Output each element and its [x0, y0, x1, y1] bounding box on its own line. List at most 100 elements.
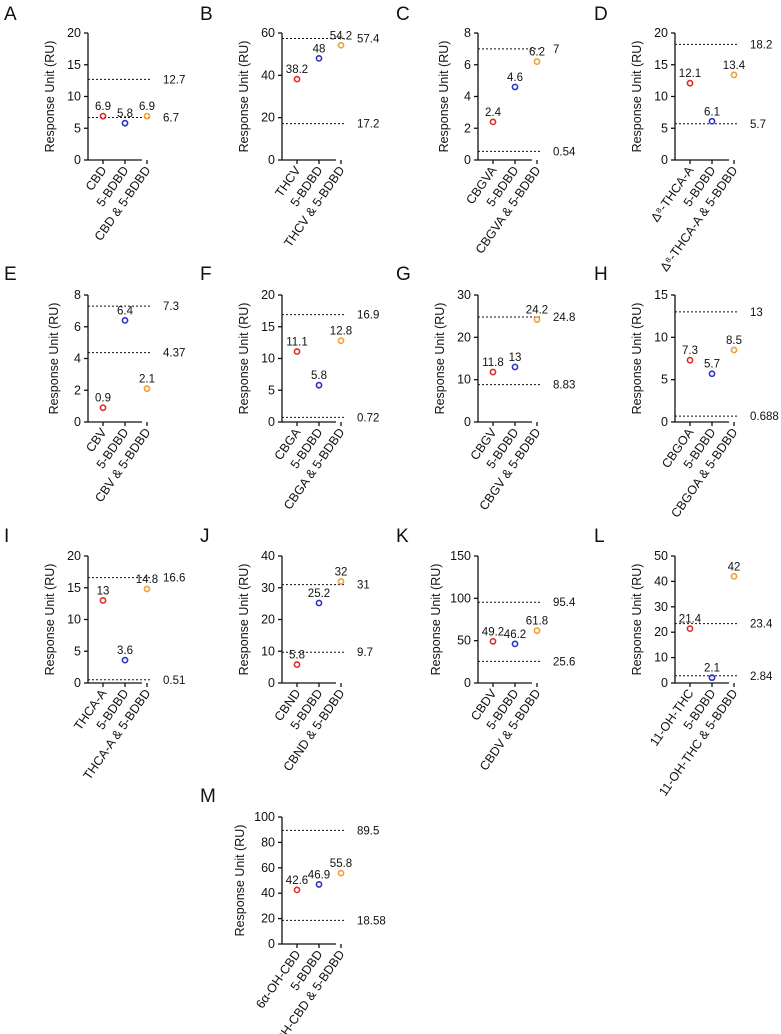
- panel-d-reference-label: 5.7: [750, 119, 766, 131]
- panel-m-value-label: 46.9: [308, 869, 330, 881]
- panel-j-y-tick-label: 20: [261, 613, 275, 627]
- panel-c-point: [511, 83, 519, 91]
- panel-c-y-axis-label: Response Unit (RU): [437, 41, 451, 153]
- panel-a-point: [143, 112, 151, 120]
- panel-k-y-tick-label: 50: [457, 634, 471, 648]
- panel-a-letter: A: [4, 4, 17, 25]
- panel-l-point: [730, 572, 738, 580]
- panel-g-y-tick-label: 0: [464, 415, 471, 429]
- panel-d-point: [730, 71, 738, 79]
- panel-i-y-tick-label: 5: [74, 644, 81, 658]
- panel-j-point: [293, 661, 301, 668]
- panel-m-reference-label: 89.5: [357, 825, 379, 837]
- panel-h-point: [686, 356, 694, 364]
- panel-c-reference-label: 7: [553, 44, 559, 56]
- panel-b-point: [315, 55, 323, 62]
- panel-k-value-label: 49.2: [482, 626, 504, 638]
- panel-d-y-tick-label: 0: [661, 153, 668, 167]
- panel-a-y-tick-label: 20: [67, 26, 81, 40]
- panel-i-value-label: 13: [97, 585, 110, 597]
- panel-f-y-tick-label: 20: [261, 288, 275, 302]
- panel-a-reference-label: 12.7: [163, 74, 185, 86]
- panel-c-y-tick-label: 6: [464, 58, 471, 72]
- panel-m-y-tick-label: 40: [261, 886, 275, 900]
- panel-g-reference-label: 8.83: [553, 380, 575, 392]
- panel-h-y-tick-label: 0: [661, 415, 668, 429]
- panel-e-point: [143, 385, 151, 393]
- panel-g-y-tick-label: 10: [457, 373, 471, 387]
- panel-h-reference-label: 0.688: [750, 411, 779, 423]
- panel-e-y-tick-label: 4: [74, 352, 81, 366]
- panel-d-point: [686, 79, 694, 87]
- panel-b-point: [293, 75, 301, 83]
- panel-l-point: [686, 625, 694, 633]
- panel-e-y-axis-label: Response Unit (RU): [47, 303, 61, 415]
- panel-i-y-tick-label: 0: [74, 676, 81, 690]
- panel-j-letter: J: [200, 526, 210, 547]
- panel-h-letter: H: [594, 264, 608, 285]
- panel-d-value-label: 6.1: [704, 106, 720, 118]
- panel-b-reference-label: 57.4: [357, 34, 380, 46]
- panel-m-y-tick-label: 0: [268, 937, 275, 951]
- panel-a-value-label: 5.8: [117, 108, 133, 120]
- panel-g-point: [533, 316, 541, 323]
- panel-c-y-tick-label: 4: [464, 90, 471, 104]
- panel-f-value-label: 12.8: [330, 326, 352, 338]
- panel-f-point: [315, 381, 323, 389]
- panel-b-value-label: 54.2: [330, 30, 352, 42]
- panel-c-letter: C: [396, 4, 410, 25]
- panel-c-value-label: 6.2: [529, 47, 545, 59]
- panel-m-value-label: 55.8: [330, 858, 352, 870]
- panel-d-y-tick-label: 5: [661, 121, 668, 135]
- panel-j-point: [337, 578, 345, 585]
- panel-l-y-tick-label: 10: [654, 651, 668, 665]
- panel-j-value-label: 5.8: [289, 650, 305, 662]
- panel-j-value-label: 32: [335, 566, 348, 578]
- panel-g-y-axis-label: Response Unit (RU): [433, 303, 447, 415]
- panel-g-point: [489, 368, 497, 376]
- panel-l-point: [708, 674, 716, 682]
- panel-j-y-tick-label: 30: [261, 581, 275, 595]
- panel-c-y-tick-label: 0: [464, 153, 471, 167]
- panel-i-y-axis-label: Response Unit (RU): [43, 564, 57, 676]
- panel-g-letter: G: [396, 264, 411, 285]
- panel-e-point: [121, 316, 129, 324]
- panel-i-point: [143, 585, 151, 593]
- panel-m-y-tick-label: 100: [254, 810, 275, 824]
- panel-l-value-label: 2.1: [704, 663, 720, 675]
- panel-a-y-tick-label: 5: [74, 121, 81, 135]
- panel-i-point: [99, 597, 107, 604]
- panel-k-value-label: 61.8: [526, 616, 548, 628]
- panel-i-y-tick-label: 10: [67, 613, 81, 627]
- panel-e-letter: E: [4, 264, 17, 285]
- panel-k-y-tick-label: 150: [450, 549, 471, 563]
- panel-d-point: [708, 117, 716, 125]
- panel-f-y-tick-label: 5: [268, 383, 275, 397]
- panel-k-point: [489, 637, 497, 645]
- panel-i-value-label: 3.6: [117, 645, 133, 657]
- panel-j-y-tick-label: 0: [268, 676, 275, 690]
- panel-a-value-label: 6.9: [139, 101, 155, 113]
- panel-d-value-label: 13.4: [723, 60, 746, 72]
- panel-i-y-tick-label: 20: [67, 549, 81, 563]
- panel-l-value-label: 42: [728, 561, 741, 573]
- panel-l-y-tick-label: 50: [654, 549, 668, 563]
- panel-a-y-tick-label: 10: [67, 90, 81, 104]
- panel-h-y-axis-label: Response Unit (RU): [630, 303, 644, 415]
- panel-i-reference-label: 0.51: [163, 675, 185, 687]
- panel-k-y-axis-label: Response Unit (RU): [429, 564, 443, 676]
- panel-f-point: [337, 337, 345, 345]
- panel-e-value-label: 2.1: [139, 374, 155, 386]
- panel-l-letter: L: [594, 526, 605, 547]
- panel-f-value-label: 11.1: [286, 337, 308, 349]
- panel-h-value-label: 8.5: [726, 335, 742, 347]
- panel-g-reference-label: 24.8: [553, 312, 575, 324]
- panel-e-point: [99, 404, 107, 412]
- panel-f-y-axis-label: Response Unit (RU): [237, 303, 251, 415]
- panel-d-y-tick-label: 15: [654, 58, 668, 72]
- panel-f-value-label: 5.8: [311, 370, 327, 382]
- panel-a-y-tick-label: 0: [74, 153, 81, 167]
- panel-a-reference-label: 6.7: [163, 112, 179, 124]
